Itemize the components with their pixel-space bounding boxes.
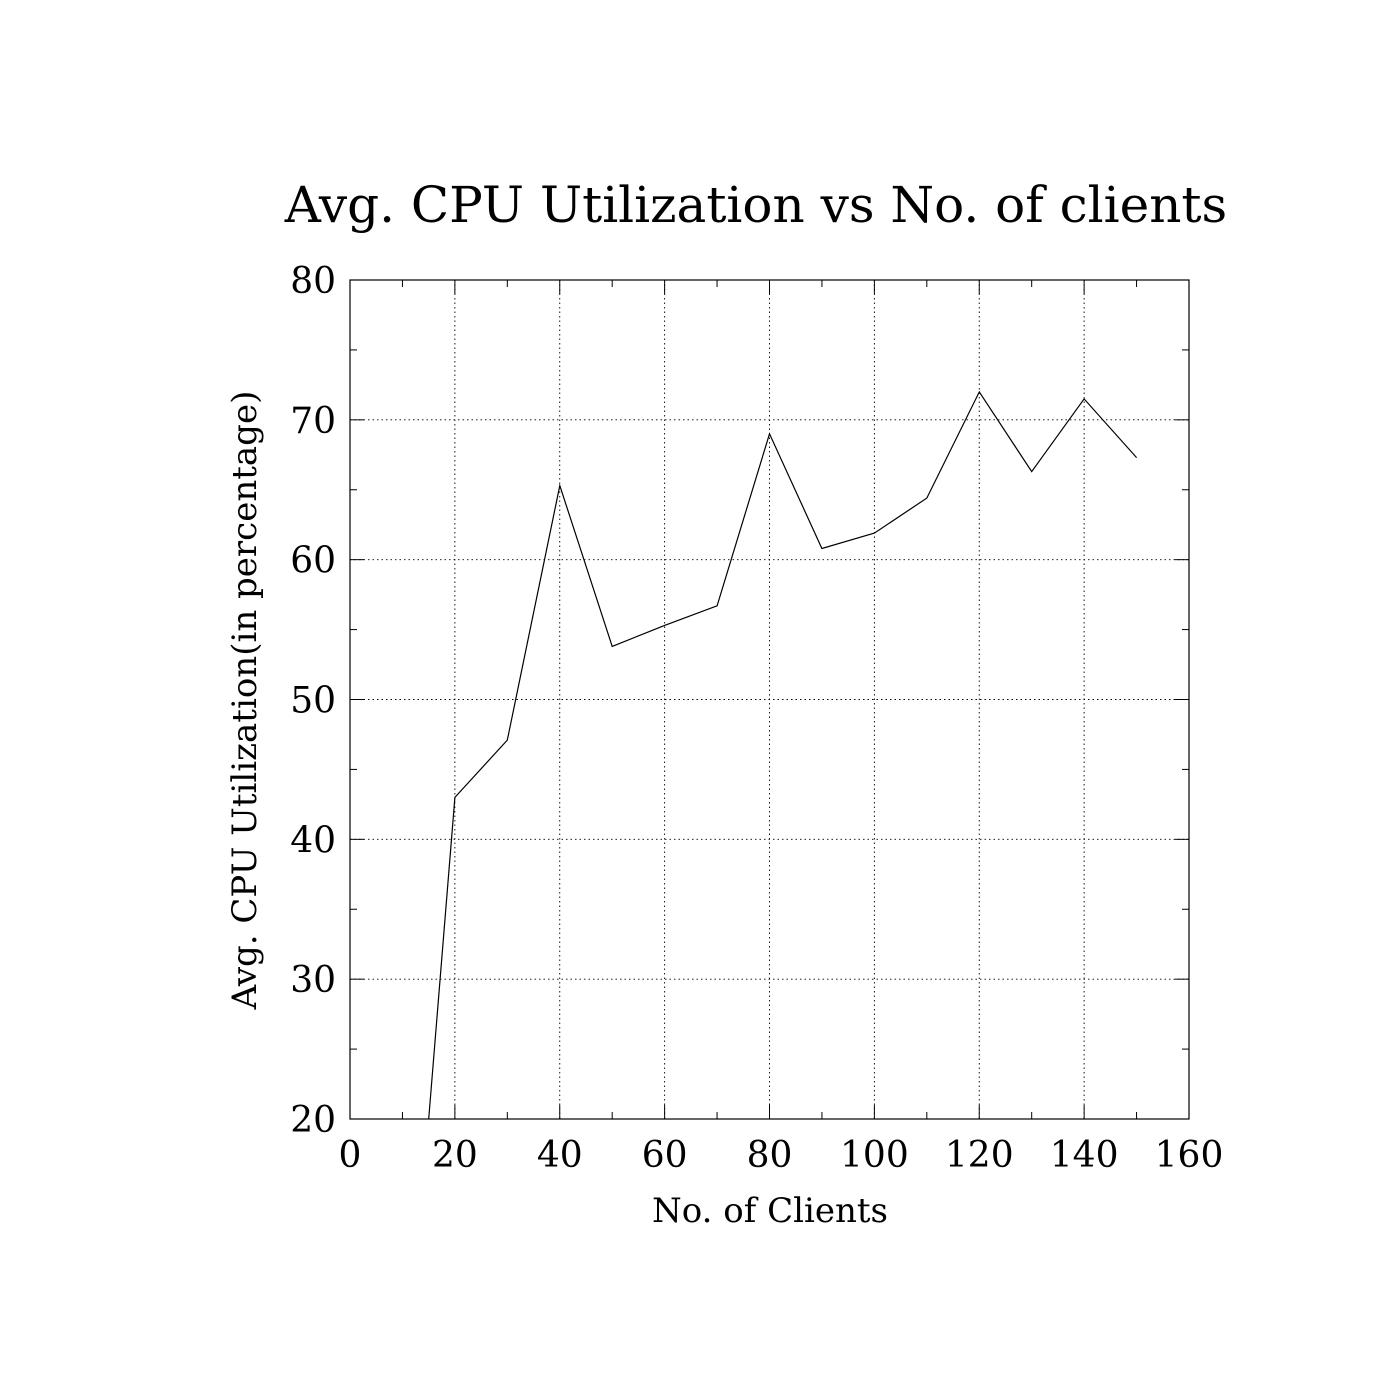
x-axis-label: No. of Clients — [652, 1191, 888, 1231]
x-tick-labels: 0 20 40 60 80 100 120 140 160 — [339, 1135, 1224, 1176]
y-tick-label: 20 — [290, 1100, 336, 1141]
y-tick-labels: 20 30 40 50 60 70 80 — [290, 261, 336, 1141]
y-axis-label: Avg. CPU Utilization(in percentage) — [225, 391, 265, 1011]
chart-title: Avg. CPU Utilization vs No. of clients — [284, 176, 1227, 234]
x-tick-label: 120 — [945, 1135, 1014, 1176]
y-tick-label: 30 — [290, 960, 336, 1001]
x-tick-label: 140 — [1050, 1135, 1119, 1176]
y-tick-label: 50 — [290, 681, 336, 722]
grid-lines — [350, 280, 1189, 1119]
x-tick-label: 100 — [840, 1135, 909, 1176]
axis-ticks — [349, 279, 1190, 1120]
y-tick-label: 60 — [290, 541, 336, 582]
x-tick-label: 40 — [537, 1135, 583, 1176]
series-line — [428, 390, 1138, 1120]
y-tick-label: 80 — [290, 261, 336, 302]
x-tick-label: 20 — [432, 1135, 478, 1176]
x-tick-label: 60 — [642, 1135, 688, 1176]
x-tick-label: 80 — [747, 1135, 793, 1176]
x-tick-label: 0 — [339, 1135, 362, 1176]
y-tick-label: 70 — [290, 401, 336, 442]
x-tick-label: 160 — [1155, 1135, 1224, 1176]
plot-frame — [349, 279, 1190, 1120]
series-group — [428, 390, 1138, 1120]
y-tick-label: 40 — [290, 820, 336, 861]
